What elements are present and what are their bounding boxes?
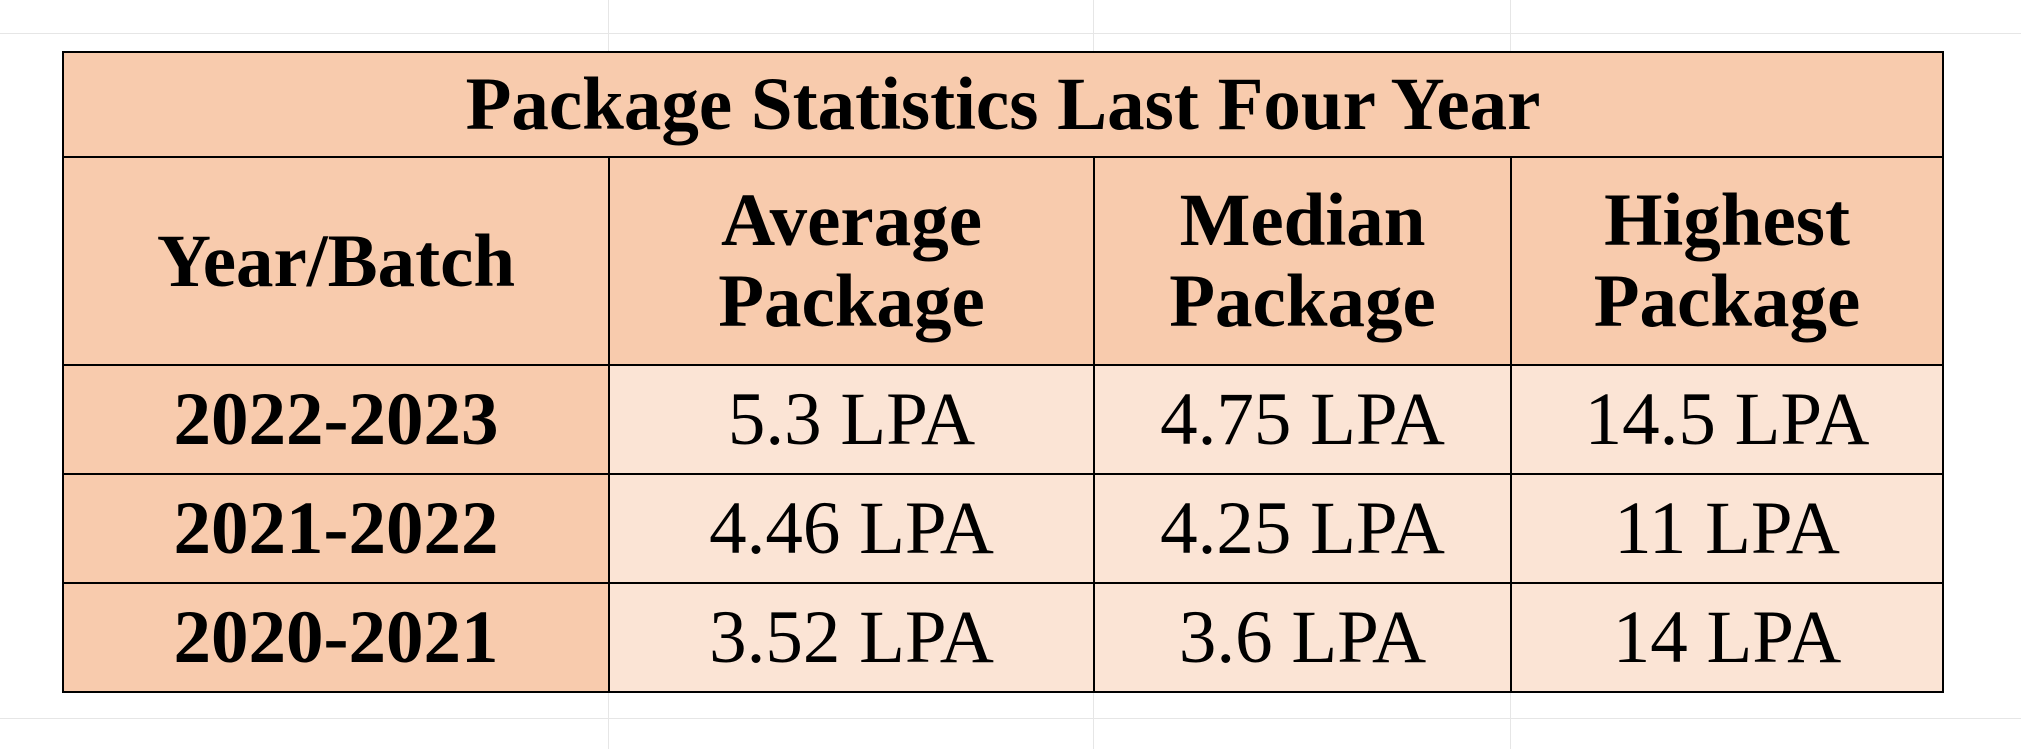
highest-value: 14 LPA bbox=[1510, 582, 1944, 693]
header-label: Highest bbox=[1604, 179, 1850, 262]
highest-value: 14.5 LPA bbox=[1510, 364, 1944, 475]
header-label: Package bbox=[1593, 260, 1861, 343]
package-statistics-table: Package Statistics Last Four Year Year/B… bbox=[62, 51, 1944, 693]
year-cell: 2022-2023 bbox=[62, 364, 610, 475]
gridline bbox=[0, 33, 2021, 34]
year-cell: 2021-2022 bbox=[62, 473, 610, 584]
header-highest-package: Highest Package bbox=[1510, 156, 1944, 366]
median-value: 4.75 LPA bbox=[1093, 364, 1512, 475]
header-year-batch: Year/Batch bbox=[62, 156, 610, 366]
median-value: 3.6 LPA bbox=[1093, 582, 1512, 693]
header-label: Package bbox=[718, 260, 985, 343]
table-row: 2021-2022 4.46 LPA 4.25 LPA 11 LPA bbox=[62, 473, 1944, 584]
title-row: Package Statistics Last Four Year bbox=[62, 51, 1944, 158]
average-value: 5.3 LPA bbox=[608, 364, 1095, 475]
average-value: 4.46 LPA bbox=[608, 473, 1095, 584]
median-value: 4.25 LPA bbox=[1093, 473, 1512, 584]
table-row: 2022-2023 5.3 LPA 4.75 LPA 14.5 LPA bbox=[62, 364, 1944, 475]
header-average-package: Average Package bbox=[608, 156, 1095, 366]
header-median-package: Median Package bbox=[1093, 156, 1512, 366]
table-row: 2020-2021 3.52 LPA 3.6 LPA 14 LPA bbox=[62, 582, 1944, 693]
average-value: 3.52 LPA bbox=[608, 582, 1095, 693]
gridline bbox=[0, 718, 2021, 719]
header-label: Year/Batch bbox=[156, 219, 516, 303]
highest-value: 11 LPA bbox=[1510, 473, 1944, 584]
year-cell: 2020-2021 bbox=[62, 582, 610, 693]
table-title: Package Statistics Last Four Year bbox=[62, 51, 1944, 158]
header-row: Year/Batch Average Package Median Packag… bbox=[62, 156, 1944, 366]
header-label: Package bbox=[1169, 260, 1436, 343]
header-label: Median bbox=[1179, 179, 1426, 262]
header-label: Average bbox=[721, 179, 982, 262]
